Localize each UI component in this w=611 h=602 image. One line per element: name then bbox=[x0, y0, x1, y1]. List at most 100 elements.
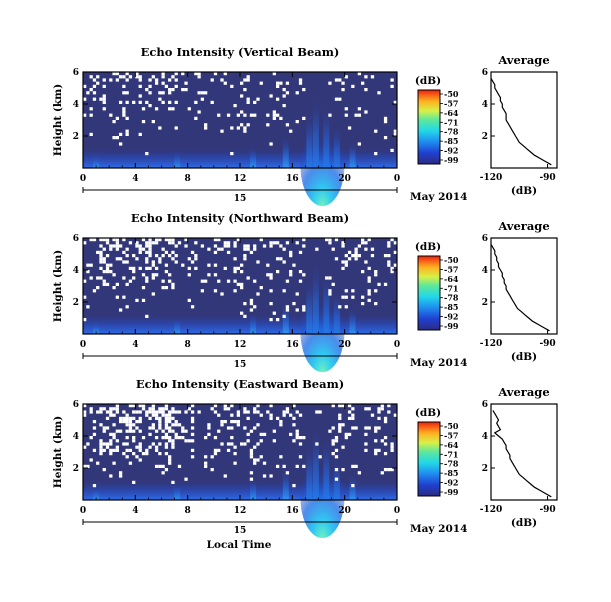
missing-data-cell bbox=[109, 432, 113, 436]
missing-data-cell bbox=[168, 279, 172, 283]
missing-data-cell bbox=[282, 104, 286, 108]
missing-data-cell bbox=[125, 254, 129, 258]
missing-data-cell bbox=[135, 72, 139, 76]
average-title: Average bbox=[497, 53, 549, 67]
missing-data-cell bbox=[109, 407, 113, 411]
missing-data-cell bbox=[240, 442, 244, 446]
missing-data-cell bbox=[158, 126, 162, 130]
missing-data-cell bbox=[204, 91, 208, 95]
missing-data-cell bbox=[204, 279, 208, 283]
missing-data-cell bbox=[236, 410, 240, 414]
missing-data-cell bbox=[243, 410, 247, 414]
missing-data-cell bbox=[164, 432, 169, 436]
missing-data-cell bbox=[298, 78, 303, 82]
colorbar bbox=[417, 89, 441, 165]
missing-data-cell bbox=[92, 238, 97, 242]
missing-data-cell bbox=[138, 84, 142, 88]
missing-data-cell bbox=[187, 439, 191, 443]
missing-data-cell bbox=[102, 94, 106, 98]
missing-data-cell bbox=[145, 260, 149, 264]
missing-data-cell bbox=[128, 279, 133, 283]
missing-data-cell bbox=[243, 129, 247, 133]
missing-data-cell bbox=[115, 78, 119, 82]
missing-data-cell bbox=[141, 407, 146, 411]
missing-data-cell bbox=[266, 123, 270, 127]
avg-y-tick-label: 6 bbox=[482, 234, 488, 244]
missing-data-cell bbox=[112, 136, 116, 140]
missing-data-cell bbox=[109, 448, 113, 452]
missing-data-cell bbox=[92, 420, 97, 424]
missing-data-cell bbox=[383, 254, 388, 258]
missing-data-cell bbox=[118, 474, 123, 478]
missing-data-cell bbox=[89, 410, 93, 414]
missing-data-cell bbox=[269, 416, 273, 420]
missing-data-cell bbox=[383, 120, 388, 124]
missing-data-cell bbox=[158, 260, 162, 264]
missing-data-cell bbox=[217, 413, 221, 417]
missing-data-cell bbox=[102, 279, 106, 283]
missing-data-cell bbox=[181, 72, 185, 76]
missing-data-cell bbox=[164, 238, 169, 242]
missing-data-cell bbox=[302, 436, 306, 440]
missing-data-cell bbox=[109, 474, 113, 478]
missing-data-cell bbox=[253, 407, 257, 411]
missing-data-cell bbox=[148, 445, 152, 449]
missing-data-cell bbox=[295, 91, 299, 95]
missing-data-cell bbox=[393, 129, 397, 133]
missing-data-cell bbox=[99, 276, 103, 280]
missing-data-cell bbox=[168, 273, 172, 277]
missing-data-cell bbox=[213, 452, 218, 456]
missing-data-cell bbox=[161, 91, 165, 95]
missing-data-cell bbox=[112, 432, 116, 436]
missing-data-cell bbox=[204, 464, 208, 468]
avg-x-tick-label: -90 bbox=[539, 505, 555, 515]
missing-data-cell bbox=[161, 247, 165, 251]
missing-data-cell bbox=[161, 407, 165, 411]
missing-data-cell bbox=[361, 81, 365, 85]
echo-streak bbox=[349, 142, 356, 168]
missing-data-cell bbox=[364, 75, 368, 79]
missing-data-cell bbox=[282, 260, 286, 264]
missing-data-cell bbox=[347, 257, 352, 261]
missing-data-cell bbox=[109, 244, 113, 248]
missing-data-cell bbox=[230, 126, 234, 130]
missing-data-cell bbox=[217, 113, 221, 117]
missing-data-cell bbox=[92, 432, 97, 436]
missing-data-cell bbox=[289, 254, 293, 258]
missing-data-cell bbox=[122, 452, 126, 456]
missing-data-cell bbox=[364, 432, 368, 436]
missing-data-cell bbox=[298, 279, 303, 283]
missing-data-cell bbox=[357, 254, 362, 258]
missing-data-cell bbox=[387, 244, 391, 248]
missing-data-cell bbox=[243, 302, 247, 306]
avg-x-tick-label: -90 bbox=[539, 339, 555, 349]
missing-data-cell bbox=[289, 432, 293, 436]
missing-data-cell bbox=[275, 416, 280, 420]
missing-data-cell bbox=[289, 250, 293, 254]
missing-data-cell bbox=[83, 464, 87, 468]
y-axis-label: Height (km) bbox=[52, 250, 64, 322]
missing-data-cell bbox=[295, 432, 299, 436]
missing-data-cell bbox=[190, 439, 195, 443]
missing-data-cell bbox=[370, 413, 375, 417]
missing-data-cell bbox=[351, 407, 355, 411]
missing-data-cell bbox=[262, 244, 267, 248]
missing-data-cell bbox=[223, 420, 227, 424]
colorbar-tick-label: -78 bbox=[444, 293, 459, 303]
echo-streak bbox=[250, 313, 257, 334]
missing-data-cell bbox=[138, 132, 142, 136]
missing-data-cell bbox=[393, 132, 397, 136]
missing-data-cell bbox=[118, 257, 123, 261]
missing-data-cell bbox=[158, 426, 162, 430]
missing-data-cell bbox=[275, 270, 280, 274]
missing-data-cell bbox=[233, 289, 237, 293]
missing-data-cell bbox=[269, 276, 273, 280]
missing-data-cell bbox=[367, 292, 371, 296]
missing-data-cell bbox=[197, 91, 201, 95]
missing-data-cell bbox=[256, 404, 260, 408]
missing-data-cell bbox=[249, 429, 254, 433]
missing-data-cell bbox=[164, 250, 169, 254]
missing-data-cell bbox=[364, 407, 368, 411]
y-axis-label: Height (km) bbox=[52, 84, 64, 156]
colorbar-tick-label: -50 bbox=[444, 421, 459, 431]
